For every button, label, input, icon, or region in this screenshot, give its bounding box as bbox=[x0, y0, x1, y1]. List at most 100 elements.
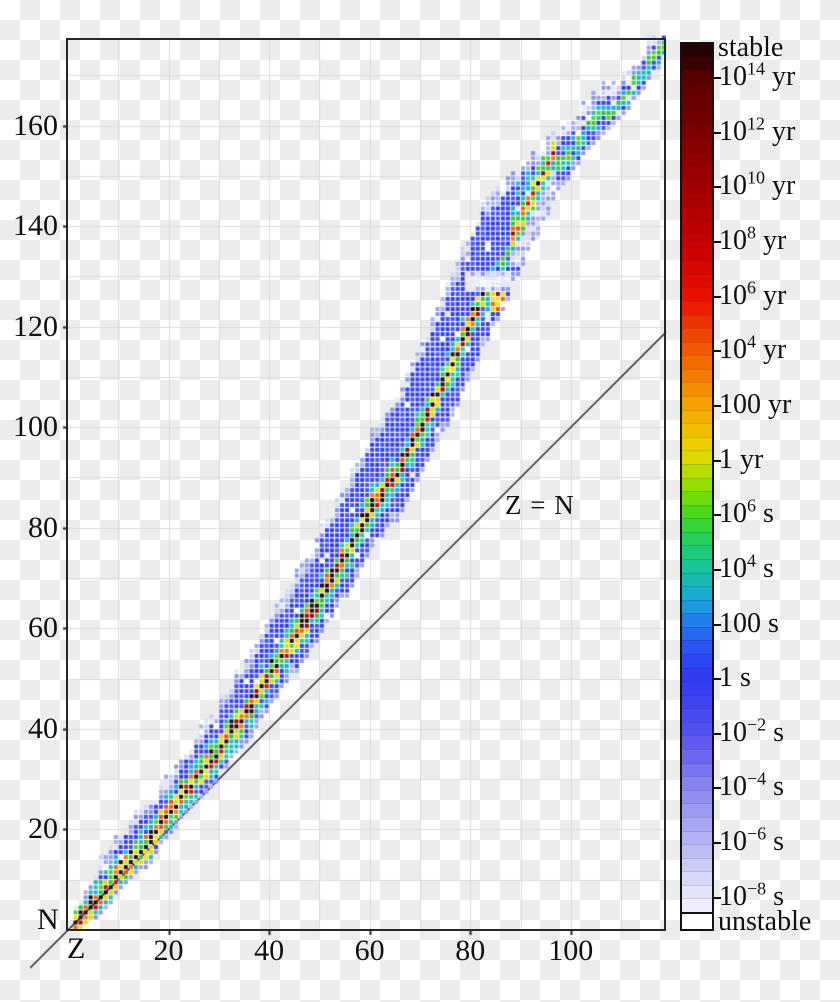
y-tick-label: 40 bbox=[28, 711, 58, 745]
colorbar-segment bbox=[682, 830, 712, 845]
colorbar-tick-label: 10−6 s bbox=[719, 823, 785, 858]
colorbar-tick bbox=[713, 842, 721, 845]
colorbar-segment bbox=[682, 300, 712, 315]
colorbar-segment bbox=[682, 613, 712, 627]
colorbar-segment bbox=[682, 450, 712, 464]
colorbar-tick bbox=[713, 787, 721, 790]
colorbar-segment bbox=[682, 599, 712, 614]
y-tick-label: 80 bbox=[28, 510, 58, 544]
colorbar-tick bbox=[713, 568, 721, 571]
colorbar-segment bbox=[682, 382, 712, 397]
colorbar-segment bbox=[682, 518, 712, 532]
colorbar-tick bbox=[713, 240, 721, 243]
colorbar-segment bbox=[682, 558, 712, 573]
colorbar-tick bbox=[713, 896, 721, 899]
colorbar-tick-label: 1012 yr bbox=[719, 113, 796, 147]
halflife-colorbar bbox=[680, 42, 714, 914]
colorbar-segment bbox=[682, 260, 712, 274]
colorbar-tick-label: 1 s bbox=[719, 662, 751, 694]
colorbar-tick bbox=[713, 678, 721, 681]
colorbar-tick-label: 10−8 s bbox=[719, 878, 785, 912]
y-tick-label: 60 bbox=[28, 611, 58, 645]
colorbar-segment bbox=[682, 314, 712, 329]
x-tick-label: 20 bbox=[153, 934, 184, 967]
colorbar-segment bbox=[682, 844, 712, 858]
colorbar-segment bbox=[682, 735, 712, 750]
z-equals-n-annotation: Z = N bbox=[505, 490, 575, 520]
colorbar-tick-label: 106 s bbox=[719, 495, 774, 530]
colorbar-segment bbox=[682, 871, 712, 885]
y-tick-label: 120 bbox=[13, 309, 58, 343]
colorbar-tick bbox=[713, 350, 721, 353]
colorbar-segment bbox=[682, 97, 712, 111]
y-tick-label: 140 bbox=[13, 209, 58, 243]
y-tick-label: 20 bbox=[28, 812, 58, 846]
colorbar-segment bbox=[682, 477, 712, 492]
colorbar-segment bbox=[682, 491, 712, 505]
x-tick-label: 100 bbox=[548, 934, 594, 967]
colorbar-segment bbox=[682, 138, 712, 152]
colorbar-segment bbox=[682, 776, 712, 790]
colorbar-tick-label: 1014 yr bbox=[719, 58, 796, 92]
colorbar-segment bbox=[682, 762, 712, 777]
colorbar-tick-label: 106 yr bbox=[719, 277, 787, 311]
x-axis-letter: Z bbox=[67, 932, 86, 965]
colorbar-segment bbox=[682, 504, 712, 519]
colorbar-tick bbox=[713, 131, 721, 134]
colorbar-segment bbox=[682, 328, 712, 342]
colorbar-segment bbox=[682, 205, 712, 220]
colorbar-segment bbox=[682, 667, 712, 682]
colorbar-segment bbox=[682, 654, 712, 668]
colorbar-tick-label: 10−2 s bbox=[719, 714, 785, 748]
colorbar-segment bbox=[682, 151, 712, 166]
colorbar-segment bbox=[682, 721, 712, 736]
colorbar-tick bbox=[713, 623, 721, 626]
colorbar-tick-label: 1010 yr bbox=[719, 167, 796, 202]
colorbar-segment bbox=[682, 219, 712, 234]
colorbar-segment bbox=[682, 246, 712, 261]
colorbar-segment bbox=[682, 70, 712, 84]
colorbar-segment bbox=[682, 694, 712, 709]
x-tick-label: 80 bbox=[455, 934, 486, 967]
colorbar-segment bbox=[682, 110, 712, 125]
colorbar-segment bbox=[682, 287, 712, 301]
colorbar-tick-label: 104 s bbox=[719, 550, 774, 584]
colorbar-segment bbox=[682, 165, 712, 179]
colorbar-segment bbox=[682, 803, 712, 817]
colorbar-tick-label: 10−4 s bbox=[719, 769, 785, 803]
colorbar-tick bbox=[713, 459, 721, 462]
colorbar-segment bbox=[682, 545, 712, 559]
colorbar-segment bbox=[682, 178, 712, 193]
colorbar-tick bbox=[713, 514, 721, 517]
colorbar-segment bbox=[682, 898, 712, 912]
colorbar-segment bbox=[682, 749, 712, 763]
colorbar-tick-label: 100 s bbox=[719, 607, 779, 639]
colorbar-tick-label: 100 yr bbox=[719, 388, 792, 420]
colorbar-segment bbox=[682, 355, 712, 369]
y-axis-letter: N bbox=[37, 903, 59, 936]
colorbar-segment bbox=[682, 640, 712, 655]
colorbar-segment bbox=[682, 572, 712, 587]
colorbar-segment bbox=[682, 789, 712, 804]
colorbar-tick bbox=[713, 732, 721, 735]
colorbar-segment bbox=[682, 409, 712, 424]
colorbar-segment bbox=[682, 884, 712, 899]
colorbar-segment bbox=[682, 273, 712, 288]
colorbar-stable-label: stable bbox=[718, 32, 784, 63]
colorbar-segment bbox=[682, 44, 712, 57]
colorbar-segment bbox=[682, 586, 712, 600]
colorbar-tick-label: 108 yr bbox=[719, 222, 787, 256]
colorbar-segment bbox=[682, 341, 712, 356]
colorbar-segment bbox=[682, 192, 712, 206]
colorbar-tick-label: 104 yr bbox=[719, 331, 787, 366]
colorbar-unstable-box bbox=[680, 912, 714, 931]
colorbar-tick-label: 1 yr bbox=[719, 443, 764, 475]
colorbar-segment bbox=[682, 816, 712, 831]
x-tick-label: 60 bbox=[354, 934, 385, 967]
colorbar-tick bbox=[713, 404, 721, 407]
y-tick-label: 160 bbox=[13, 108, 58, 142]
colorbar-segment bbox=[682, 124, 712, 139]
colorbar-tick bbox=[713, 295, 721, 298]
colorbar-segment bbox=[682, 233, 712, 247]
